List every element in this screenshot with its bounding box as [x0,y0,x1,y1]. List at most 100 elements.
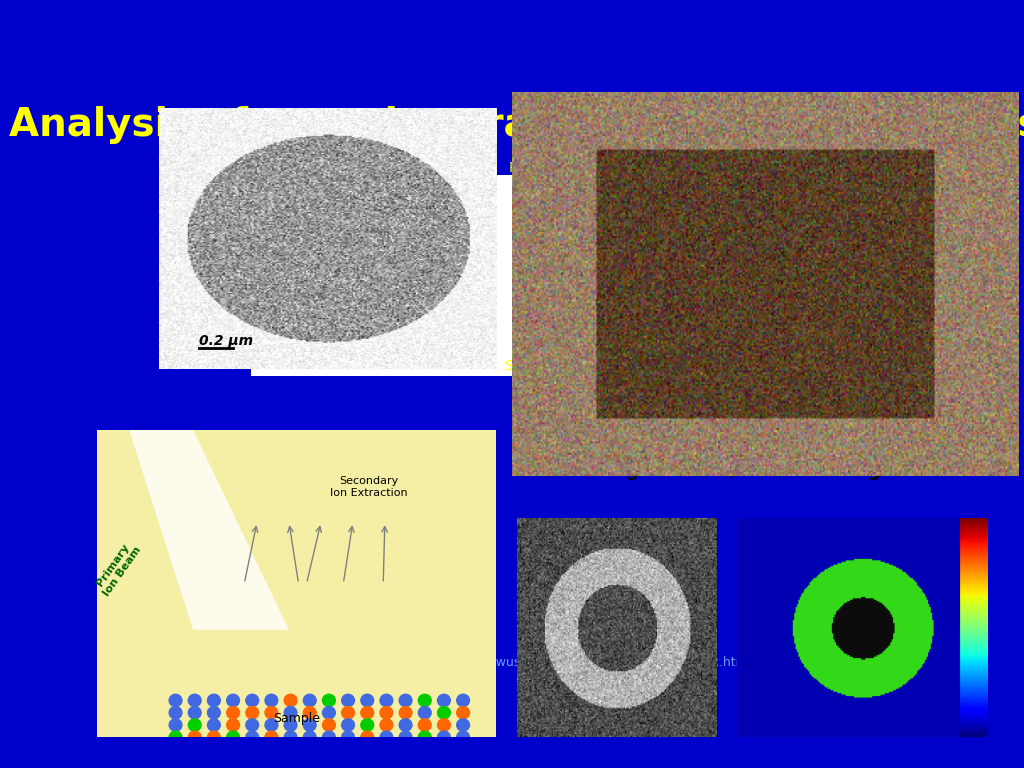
Circle shape [419,731,431,743]
Text: Primary Ion Sources: Primary Ion Sources [510,161,648,188]
Circle shape [323,694,335,707]
Circle shape [208,719,220,731]
Circle shape [457,731,469,743]
Circle shape [360,743,374,756]
Circle shape [246,707,259,719]
Circle shape [437,756,451,768]
Circle shape [380,707,393,719]
Circle shape [208,743,220,756]
Circle shape [265,719,278,731]
Circle shape [303,731,316,743]
Circle shape [208,731,220,743]
Text: Primary
Ion Beam: Primary Ion Beam [92,538,142,598]
Circle shape [285,694,297,707]
Circle shape [285,743,297,756]
Circle shape [226,743,240,756]
Circle shape [380,731,393,743]
Circle shape [169,719,182,731]
Circle shape [419,719,431,731]
Text: 12 x 12 μm²: 12 x 12 μm² [826,636,902,649]
Circle shape [246,756,259,768]
Circle shape [399,743,412,756]
Text: Secondary
Ion Extraction: Secondary Ion Extraction [330,476,408,498]
Circle shape [360,731,374,743]
Circle shape [323,731,335,743]
Circle shape [303,743,316,756]
Circle shape [399,707,412,719]
Circle shape [265,731,278,743]
Circle shape [265,707,278,719]
Circle shape [188,694,201,707]
Circle shape [457,707,469,719]
Circle shape [380,694,393,707]
Circle shape [246,719,259,731]
Circle shape [188,731,201,743]
Circle shape [380,719,393,731]
Circle shape [303,756,316,768]
Circle shape [342,743,354,756]
Circle shape [246,743,259,756]
Circle shape [457,694,469,707]
Circle shape [226,694,240,707]
Circle shape [437,731,451,743]
Text: Sample: Sample [273,712,321,725]
Circle shape [380,756,393,768]
Circle shape [265,743,278,756]
Circle shape [169,756,182,768]
Text: Analysis of presolar grains found in meteorites: Analysis of presolar grains found in met… [9,106,1024,144]
Circle shape [342,756,354,768]
Circle shape [169,743,182,756]
Circle shape [265,756,278,768]
Text: Analysis Chamber: Analysis Chamber [656,356,782,373]
Text: ¹²C/¹³C Ratio Image: ¹²C/¹³C Ratio Image [701,462,893,479]
Circle shape [208,694,220,707]
Circle shape [285,756,297,768]
Circle shape [226,719,240,731]
Circle shape [437,694,451,707]
Circle shape [188,756,201,768]
Circle shape [419,756,431,768]
Circle shape [169,731,182,743]
Circle shape [399,756,412,768]
Circle shape [323,756,335,768]
Circle shape [419,707,431,719]
Text: SiC grain: SiC grain [251,156,351,176]
Circle shape [419,694,431,707]
Circle shape [188,707,201,719]
Circle shape [208,756,220,768]
Text: Magnet of Mass Spectrometer: Magnet of Mass Spectrometer [718,161,927,188]
Circle shape [360,719,374,731]
Circle shape [208,707,220,719]
Circle shape [342,707,354,719]
Text: SE Image: SE Image [557,462,651,479]
Text: F.J. Stadermann, http://presolar.wustl.edu/nanosims/wks2003/index.html: F.J. Stadermann, http://presolar.wustl.e… [298,656,752,669]
Circle shape [188,743,201,756]
Circle shape [188,719,201,731]
Circle shape [265,694,278,707]
Circle shape [169,707,182,719]
Text: 0.2 μm: 0.2 μm [200,334,253,348]
Circle shape [380,743,393,756]
Circle shape [437,707,451,719]
Circle shape [246,731,259,743]
Circle shape [169,694,182,707]
Circle shape [342,694,354,707]
Circle shape [457,756,469,768]
Circle shape [303,694,316,707]
Circle shape [285,707,297,719]
Circle shape [457,743,469,756]
Circle shape [323,719,335,731]
Circle shape [303,707,316,719]
Circle shape [419,743,431,756]
Circle shape [323,743,335,756]
Circle shape [226,756,240,768]
Circle shape [285,719,297,731]
Circle shape [246,694,259,707]
Circle shape [437,719,451,731]
Circle shape [360,707,374,719]
Circle shape [285,731,297,743]
Text: NanoSIMS at Washington University, St. Louis: NanoSIMS at Washington University, St. L… [528,156,1004,176]
Text: Sample Air Lock: Sample Air Lock [505,356,616,373]
Circle shape [323,707,335,719]
Circle shape [226,707,240,719]
